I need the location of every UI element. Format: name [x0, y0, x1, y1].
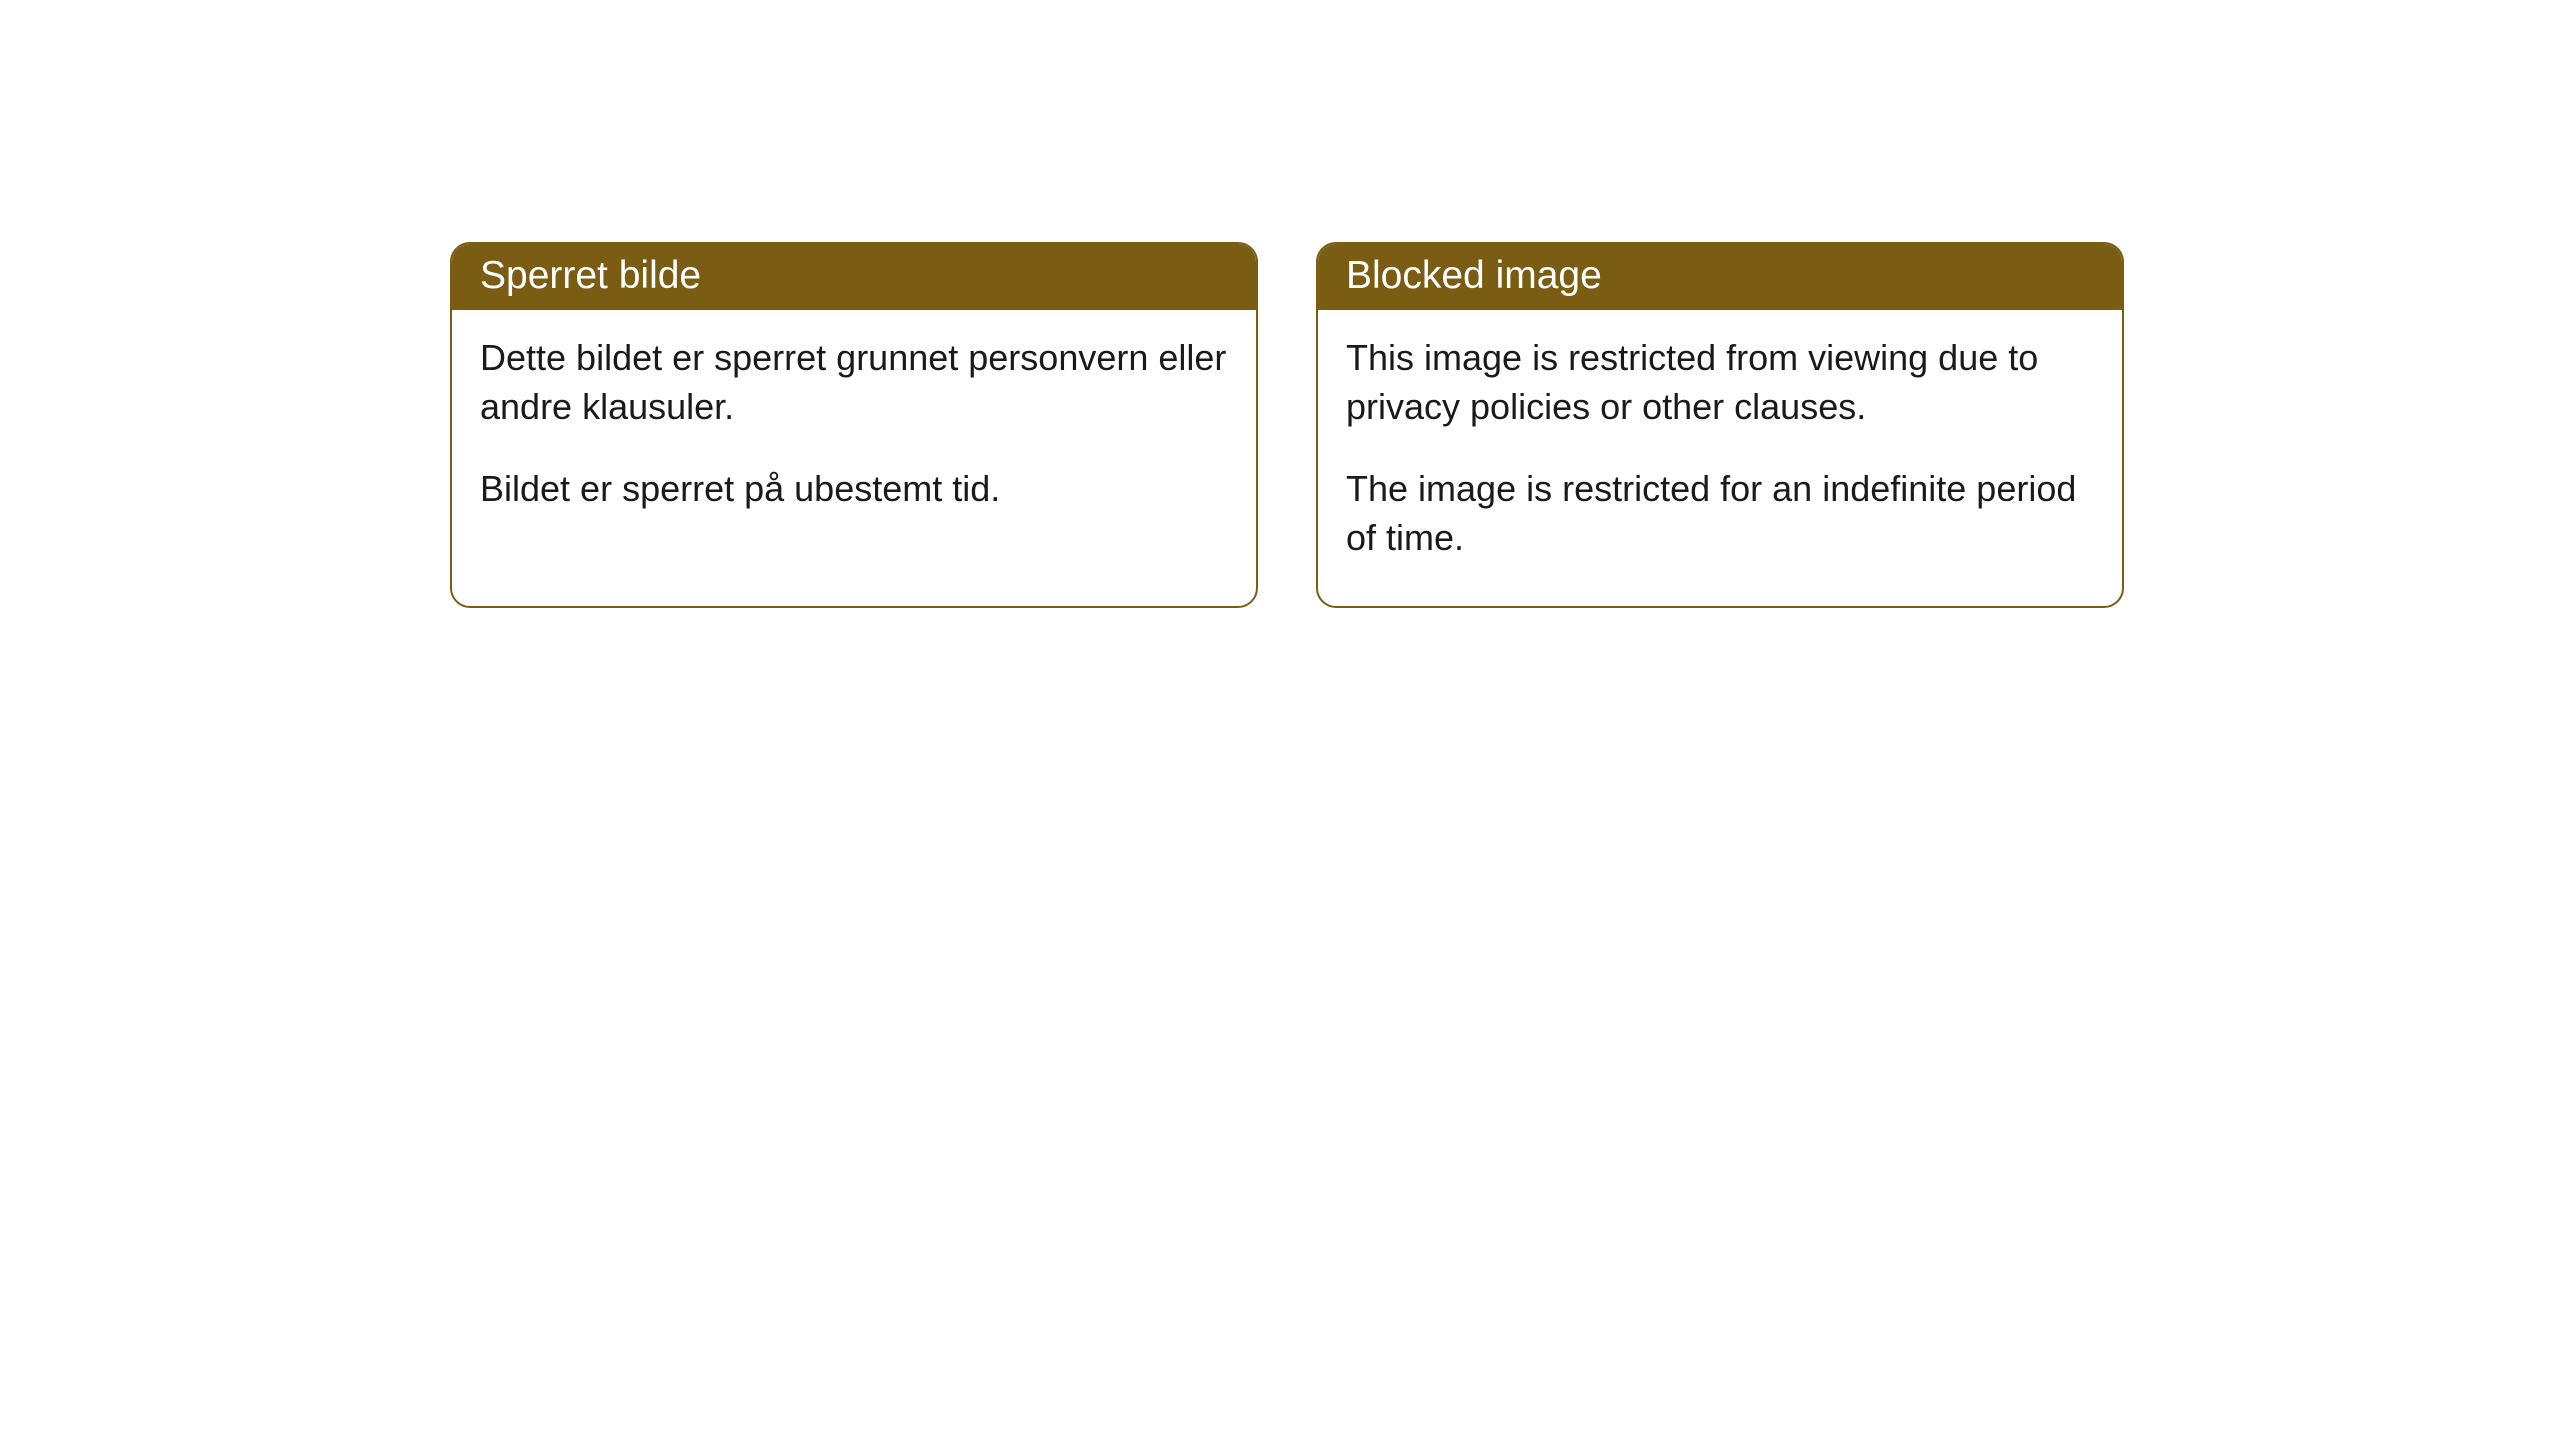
blocked-image-card-norwegian: Sperret bilde Dette bildet er sperret gr… [450, 242, 1258, 608]
notice-container: Sperret bilde Dette bildet er sperret gr… [0, 0, 2560, 608]
card-body: Dette bildet er sperret grunnet personve… [452, 310, 1256, 558]
card-body: This image is restricted from viewing du… [1318, 310, 2122, 606]
card-paragraph: The image is restricted for an indefinit… [1346, 465, 2094, 562]
card-paragraph: This image is restricted from viewing du… [1346, 334, 2094, 431]
card-paragraph: Dette bildet er sperret grunnet personve… [480, 334, 1228, 431]
card-paragraph: Bildet er sperret på ubestemt tid. [480, 465, 1228, 514]
blocked-image-card-english: Blocked image This image is restricted f… [1316, 242, 2124, 608]
card-header: Blocked image [1318, 244, 2122, 310]
card-header: Sperret bilde [452, 244, 1256, 310]
